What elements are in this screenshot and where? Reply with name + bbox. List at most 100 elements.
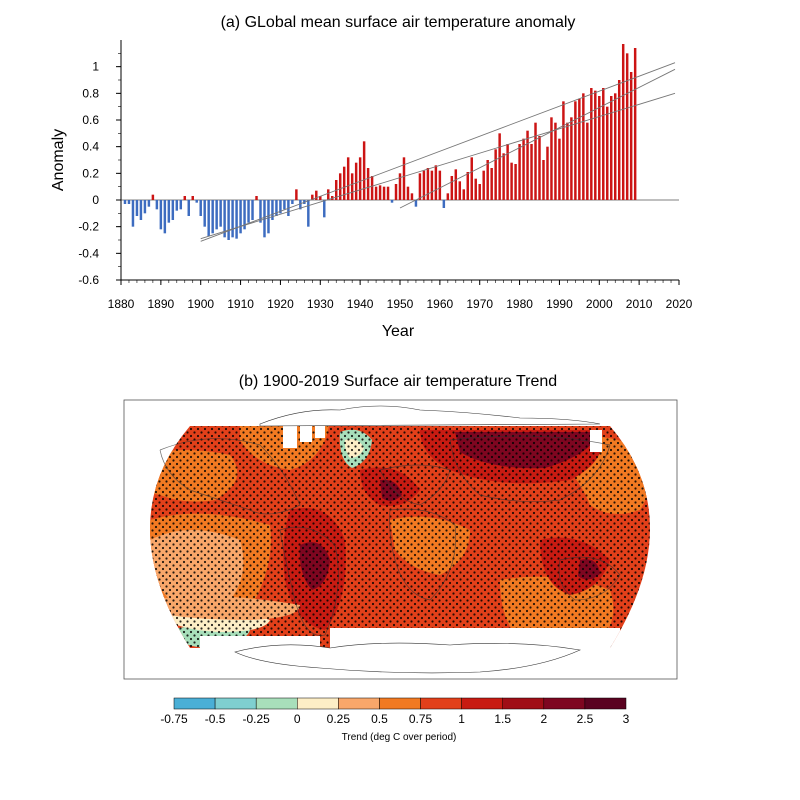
anomaly-bar bbox=[187, 200, 190, 216]
anomaly-bar bbox=[195, 200, 198, 203]
colorbar-tick-label: 1.5 bbox=[494, 712, 511, 726]
colorbar-tick-label: -0.25 bbox=[243, 712, 271, 726]
anomaly-bar bbox=[398, 173, 402, 200]
x-tick-label: 1910 bbox=[227, 297, 254, 311]
antarctica-outline bbox=[234, 642, 582, 674]
colorbar-segment bbox=[584, 697, 627, 710]
anomaly-bar bbox=[247, 200, 250, 223]
anomaly-bar bbox=[338, 173, 342, 200]
anomaly-bar bbox=[127, 200, 131, 204]
anomaly-bar bbox=[558, 138, 561, 200]
x-tick-label: 1980 bbox=[506, 297, 533, 311]
trend-field bbox=[150, 426, 650, 648]
anomaly-bar bbox=[342, 166, 346, 200]
anomaly-bar bbox=[283, 200, 286, 210]
colorbar bbox=[173, 697, 627, 710]
y-tick-label: -0.4 bbox=[78, 246, 99, 260]
anomaly-bar bbox=[514, 164, 517, 200]
y-tick-label: 0.2 bbox=[82, 166, 99, 180]
anomaly-bar bbox=[307, 200, 310, 227]
x-tick-label: 1970 bbox=[466, 297, 493, 311]
anomaly-bar bbox=[602, 88, 605, 200]
anomaly-bar bbox=[378, 185, 382, 200]
anomaly-bar bbox=[430, 170, 434, 200]
trend-line bbox=[399, 68, 676, 209]
anomaly-bar bbox=[633, 48, 637, 200]
trend-line bbox=[200, 92, 676, 240]
anomaly-bar bbox=[434, 165, 438, 200]
anomaly-chart-title: (a) GLobal mean surface air temperature … bbox=[221, 14, 576, 31]
anomaly-bar bbox=[502, 153, 505, 200]
colorbar-segment bbox=[297, 697, 339, 710]
colorbar-segment bbox=[420, 697, 462, 710]
x-tick-label: 1930 bbox=[307, 297, 334, 311]
y-tick-label: 0.8 bbox=[82, 86, 99, 100]
colorbar-tick-label: 0.25 bbox=[327, 712, 351, 726]
y-tick-label: 1 bbox=[92, 60, 99, 74]
x-tick-label: 1900 bbox=[187, 297, 214, 311]
y-tick-labels: -0.6 -0.4 -0.2 0 0.2 0.4 0.6 0.8 1 bbox=[78, 60, 99, 287]
trend-line bbox=[200, 62, 676, 242]
anomaly-bar bbox=[275, 200, 278, 216]
colorbar-segment bbox=[379, 697, 421, 710]
anomaly-bar bbox=[167, 200, 171, 223]
anomaly-bar bbox=[406, 186, 410, 200]
colorbar-segment bbox=[502, 697, 545, 710]
colorbar-tick-labels: -0.75 -0.5 -0.25 0 0.25 0.5 0.75 1 1.5 2 2.5 3 bbox=[160, 712, 629, 726]
anomaly-bar bbox=[598, 96, 601, 200]
anomaly-bar bbox=[617, 80, 621, 200]
anomaly-bar bbox=[382, 186, 386, 200]
anomaly-bar bbox=[123, 200, 127, 204]
x-tick-labels: 1880 1890 1900 1910 1920 1930 1940 1950 1960 1970… bbox=[108, 297, 693, 311]
anomaly-bar bbox=[323, 200, 326, 218]
anomaly-bar bbox=[131, 200, 135, 227]
anomaly-bar bbox=[606, 106, 609, 200]
anomaly-bar bbox=[386, 186, 390, 200]
anomaly-bar bbox=[590, 88, 593, 200]
anomaly-bar bbox=[139, 200, 143, 220]
anomaly-bar bbox=[586, 122, 589, 200]
anomaly-bar bbox=[466, 172, 469, 200]
anomaly-bar bbox=[498, 133, 501, 200]
anomaly-bar bbox=[315, 190, 318, 200]
anomaly-bars bbox=[123, 44, 637, 240]
anomaly-bar bbox=[207, 200, 210, 236]
colorbar-tick-label: 0.5 bbox=[371, 712, 388, 726]
anomaly-bar bbox=[327, 189, 330, 200]
anomaly-bar bbox=[251, 200, 254, 220]
colorbar-tick-label: 2 bbox=[540, 712, 547, 726]
x-tick-label: 1960 bbox=[427, 297, 454, 311]
anomaly-bar bbox=[526, 130, 529, 200]
anomaly-bar bbox=[450, 176, 454, 200]
anomaly-bar bbox=[151, 194, 155, 200]
anomaly-bar bbox=[474, 178, 477, 200]
anomaly-bar bbox=[231, 200, 234, 238]
colorbar-segment bbox=[543, 697, 586, 710]
x-tick-label: 1950 bbox=[387, 297, 414, 311]
y-tick-label: 0.4 bbox=[82, 140, 99, 154]
anomaly-bar bbox=[279, 200, 282, 214]
anomaly-bar bbox=[478, 184, 481, 200]
anomaly-bar bbox=[179, 200, 183, 210]
anomaly-bar bbox=[490, 168, 493, 200]
trend-map-title: (b) 1900-2019 Surface air temperature Tr… bbox=[239, 373, 557, 390]
anomaly-bar bbox=[358, 157, 362, 200]
anomaly-bar bbox=[147, 200, 151, 207]
anomaly-bar bbox=[171, 200, 175, 220]
anomaly-bar bbox=[259, 200, 262, 223]
anomaly-bar bbox=[554, 122, 557, 200]
anomaly-bar bbox=[159, 200, 163, 230]
anomaly-bar bbox=[613, 93, 617, 200]
anomaly-bar bbox=[183, 196, 187, 200]
anomaly-bar bbox=[610, 96, 613, 200]
colorbar-tick-label: -0.75 bbox=[160, 712, 188, 726]
anomaly-bar bbox=[446, 193, 450, 200]
trend-map: (b) 1900-2019 Surface air temperature Tr… bbox=[123, 373, 678, 743]
anomaly-y-axis-label: Anomaly bbox=[50, 129, 67, 191]
y-tick-label: 0.6 bbox=[82, 113, 99, 127]
x-tick-label: 1890 bbox=[148, 297, 175, 311]
anomaly-bar bbox=[215, 200, 218, 230]
anomaly-bar bbox=[239, 200, 242, 234]
anomaly-bar bbox=[227, 200, 230, 240]
anomaly-bar bbox=[410, 193, 414, 200]
